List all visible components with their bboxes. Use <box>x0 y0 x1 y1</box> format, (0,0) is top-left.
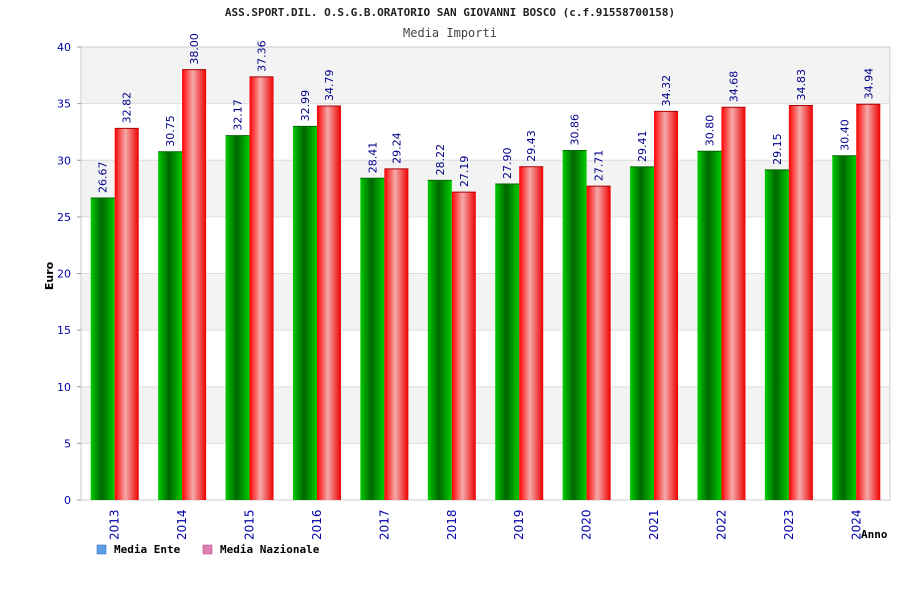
bar-nazionale <box>721 107 746 501</box>
x-tick-label: 2013 <box>108 509 122 540</box>
bar-nazionale <box>451 192 476 501</box>
data-label: 30.75 <box>164 115 177 147</box>
grid-band <box>81 273 890 331</box>
data-label: 34.32 <box>660 75 673 107</box>
bar-ente <box>495 184 520 500</box>
x-tick-label: 2021 <box>647 509 661 540</box>
x-tick-label: 2018 <box>445 509 459 540</box>
bar-nazionale <box>114 128 139 500</box>
bar-ente <box>764 169 789 500</box>
data-label: 34.94 <box>862 68 875 100</box>
x-axis: 2013 2014 2015 2016 2017 2018 2019 2020 2021 2022… <box>108 509 864 540</box>
y-tick-label: 15 <box>57 324 71 337</box>
x-tick-label: 2023 <box>782 509 796 540</box>
bar-nazionale <box>654 111 679 501</box>
data-label: 30.86 <box>569 114 582 146</box>
legend-label-ente: Media Ente <box>114 543 181 556</box>
data-label: 27.90 <box>501 148 514 180</box>
data-label: 29.43 <box>525 130 538 162</box>
bar-ente <box>360 178 385 500</box>
data-label: 32.17 <box>232 99 245 131</box>
bar-nazionale <box>316 106 341 501</box>
data-label: 32.82 <box>121 92 134 124</box>
x-tick-label: 2016 <box>310 509 324 540</box>
data-label: 30.80 <box>703 115 716 147</box>
data-label: 28.22 <box>434 144 447 176</box>
x-axis-label: Anno <box>861 528 888 541</box>
data-label: 38.00 <box>188 33 201 65</box>
chart-subtitle: Media Importi <box>403 26 497 40</box>
y-tick-label: 30 <box>57 154 71 167</box>
data-label: 34.83 <box>795 69 808 101</box>
y-tick-label: 40 <box>57 41 71 54</box>
grid-band <box>81 330 890 387</box>
chart-title: ASS.SPORT.DIL. O.S.G.B.ORATORIO SAN GIOV… <box>225 6 675 19</box>
bar-nazionale <box>249 76 274 500</box>
data-label: 29.41 <box>636 130 649 162</box>
bars: 26.67 32.82 30.75 38.00 32.17 37.36 32.99 34.79… <box>90 33 881 501</box>
x-tick-label: 2014 <box>175 509 189 540</box>
bar-nazionale <box>788 105 813 501</box>
bar-nazionale <box>586 186 611 500</box>
bar-nazionale <box>182 69 207 501</box>
data-label: 32.99 <box>299 90 312 122</box>
bar-ente <box>90 197 115 500</box>
x-tick-label: 2015 <box>243 509 257 540</box>
data-label: 27.19 <box>458 156 471 188</box>
data-label: 37.36 <box>256 40 269 72</box>
bar-ente <box>292 126 317 501</box>
bar-ente <box>427 180 452 500</box>
plot-background <box>80 46 891 501</box>
x-tick-label: 2022 <box>714 509 728 540</box>
bar-nazionale <box>384 168 409 500</box>
legend-label-nazionale: Media Nazionale <box>220 543 320 556</box>
data-label: 30.40 <box>838 119 851 151</box>
bar-ente <box>630 166 655 500</box>
y-tick-label: 5 <box>64 437 71 450</box>
y-tick-label: 35 <box>57 98 71 111</box>
x-tick-label: 2020 <box>580 509 594 540</box>
bar-nazionale <box>519 166 544 500</box>
legend-swatch-nazionale <box>202 544 213 555</box>
bar-ente <box>158 151 183 500</box>
data-label: 34.79 <box>323 70 336 102</box>
data-label: 27.71 <box>593 150 606 182</box>
data-label: 29.24 <box>390 132 403 164</box>
grid-band <box>81 216 890 274</box>
grid-band <box>81 386 890 444</box>
data-label: 28.41 <box>366 142 379 174</box>
bar-nazionale <box>856 104 881 500</box>
y-tick-label: 0 <box>64 494 71 507</box>
x-tick-label: 2024 <box>849 509 863 540</box>
x-tick-label: 2019 <box>512 509 526 540</box>
y-axis: 0 5 10 15 20 25 30 35 40 <box>57 41 81 507</box>
legend: Media Ente Media Nazionale <box>96 543 320 556</box>
data-label: 26.67 <box>97 161 110 193</box>
legend-swatch-ente <box>96 544 107 555</box>
y-tick-label: 10 <box>57 381 71 394</box>
data-label: 29.15 <box>771 133 784 165</box>
x-tick-label: 2017 <box>377 509 391 540</box>
grid-band <box>81 47 890 104</box>
y-tick-label: 20 <box>57 268 71 281</box>
grid-band <box>81 103 890 161</box>
bar-ente <box>225 135 250 500</box>
bar-ente <box>832 155 857 500</box>
bar-ente <box>697 151 722 500</box>
y-tick-label: 25 <box>57 211 71 224</box>
data-label: 34.68 <box>727 71 740 103</box>
y-axis-label: Euro <box>43 261 56 290</box>
grid-band <box>81 443 890 500</box>
bar-ente <box>562 150 587 500</box>
grid-band <box>81 160 890 217</box>
